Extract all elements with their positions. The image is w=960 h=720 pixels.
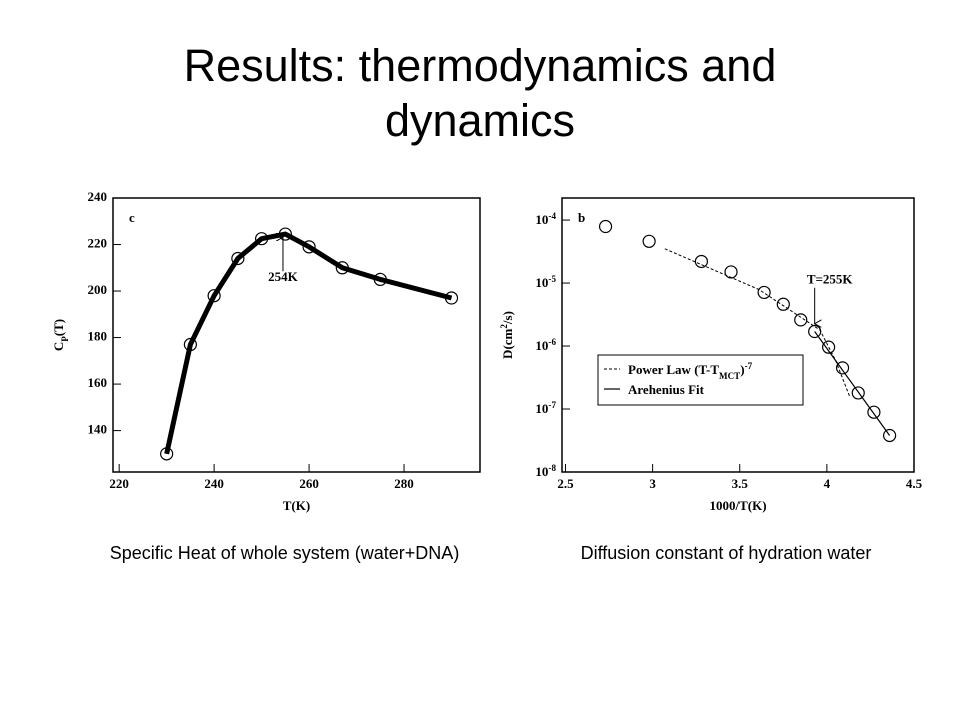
point (160, 447, 174, 461)
point (851, 386, 865, 400)
y-tick-label: 10-7 (535, 400, 556, 416)
tick-base: 10 (535, 212, 548, 227)
y-tick-label: 10-6 (535, 337, 556, 353)
text-part: D(cm (500, 328, 515, 358)
caption: Diffusion constant of hydration water (581, 543, 872, 563)
legend-label: Arehenius Fit (628, 382, 705, 397)
plot-frame (112, 197, 481, 473)
annotation: 254K (268, 269, 299, 284)
point (822, 340, 836, 354)
point (207, 289, 221, 303)
x-tick-label: 4 (824, 476, 831, 491)
tick-base: 10 (535, 338, 548, 353)
x-tick-label: 3 (649, 476, 656, 491)
series-line (814, 331, 891, 436)
text-part: Power Law (T-T (628, 362, 719, 377)
annotation: T=255K (807, 272, 854, 287)
tick-base: 10 (535, 401, 548, 416)
text-part: Arehenius Fit (628, 382, 705, 397)
point (231, 251, 245, 266)
text-part: ) (740, 362, 744, 377)
x-tick-label: 4.5 (906, 476, 923, 491)
y-tick-label: 140 (88, 422, 108, 437)
tick-exponent: -6 (548, 337, 556, 347)
tick-exponent: -8 (548, 463, 556, 473)
point (757, 285, 771, 300)
y-tick-label: 10-5 (535, 274, 556, 290)
point (835, 361, 850, 375)
tick-base: 10 (535, 464, 548, 479)
series-line (164, 231, 453, 455)
panel-label: b (578, 210, 585, 225)
y-tick-label: 10-4 (535, 211, 556, 227)
point (373, 272, 387, 287)
point (183, 337, 197, 352)
chart: 2.5 3 3.5 4 4.510-810-710-610-510-41000/T(K)… (499, 197, 923, 513)
point (255, 232, 269, 246)
tick-exponent: -5 (548, 274, 556, 284)
text-part: T(K) (283, 498, 310, 513)
text-part: MCT (719, 371, 740, 381)
x-tick-label: 220 (109, 476, 129, 491)
y-axis-label: D(cm2/s) (499, 311, 515, 359)
point (867, 405, 881, 419)
point (302, 240, 316, 254)
x-tick-label: 2.5 (557, 476, 574, 491)
text-part: -7 (745, 361, 753, 371)
slide-title: Results: thermodynamics and dynamics (183, 40, 777, 146)
y-tick-label: 10-8 (535, 463, 556, 479)
point (642, 234, 656, 248)
y-tick-label: 220 (88, 236, 108, 251)
caption: Specific Heat of whole system (water+DNA… (110, 543, 460, 563)
text-part: 1000/T(K) (709, 498, 766, 513)
text-part: (T) (51, 319, 66, 336)
point (335, 261, 349, 275)
tick-exponent: -4 (548, 211, 556, 221)
point (794, 313, 808, 327)
panel-label: c (129, 210, 135, 225)
y-tick-label: 180 (88, 329, 108, 344)
y-tick-label: 240 (88, 189, 108, 204)
point (598, 219, 613, 234)
tick-exponent: -7 (548, 400, 556, 410)
text-part: 2 (499, 324, 509, 329)
tick-base: 10 (535, 275, 548, 290)
x-axis-label: 1000/T(K) (709, 498, 766, 513)
series-line (664, 248, 850, 397)
chart: 220 240 260 280 140 160 180 200 220 240 T(K) CP(T) c… (51, 189, 481, 513)
text-part: C (51, 342, 66, 351)
legend-label: Power Law (T-TMCT)-7 (628, 361, 753, 381)
y-axis-label: CP(T) (51, 319, 70, 351)
x-tick-label: 240 (204, 476, 224, 491)
x-tick-label: 3.5 (732, 476, 749, 491)
point (776, 297, 790, 311)
x-tick-label: 260 (299, 476, 319, 491)
y-tick-label: 200 (88, 282, 108, 297)
plot-frame (561, 197, 915, 473)
legend-box (597, 354, 804, 406)
point (694, 254, 709, 269)
point (444, 291, 459, 305)
text-part: P (60, 336, 70, 342)
text-part: /s) (500, 311, 515, 325)
x-tick-label: 280 (394, 476, 414, 491)
x-axis-label: T(K) (283, 498, 310, 513)
point (883, 428, 897, 443)
y-tick-label: 160 (88, 375, 108, 390)
